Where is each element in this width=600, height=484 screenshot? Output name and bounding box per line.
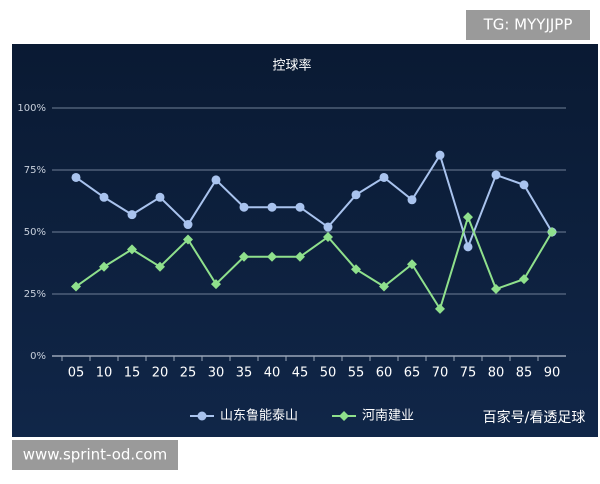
watermark-top: TG: MYYJJPP bbox=[483, 16, 573, 34]
point bbox=[99, 261, 109, 272]
point bbox=[519, 180, 529, 190]
point bbox=[379, 172, 389, 182]
point bbox=[351, 190, 361, 200]
y-tick-label: 25% bbox=[24, 289, 46, 300]
x-tick-label: 20 bbox=[152, 366, 169, 381]
point bbox=[323, 231, 333, 242]
point bbox=[379, 281, 389, 292]
point bbox=[519, 274, 529, 285]
x-tick-label: 25 bbox=[180, 366, 197, 381]
point bbox=[295, 251, 305, 262]
point bbox=[239, 251, 249, 262]
series-line bbox=[75, 214, 553, 312]
point bbox=[407, 195, 417, 205]
point bbox=[267, 202, 277, 212]
point bbox=[295, 202, 305, 212]
y-tick-label: 50% bbox=[24, 227, 46, 238]
x-tick-label: 15 bbox=[124, 366, 141, 381]
watermark-bottom: www.sprint-od.com bbox=[23, 446, 167, 464]
point bbox=[71, 172, 81, 182]
point bbox=[491, 170, 501, 180]
y-tick-label: 100% bbox=[17, 103, 46, 114]
point bbox=[239, 202, 249, 212]
x-tick-label: 40 bbox=[264, 366, 281, 381]
point bbox=[267, 251, 277, 262]
point bbox=[127, 244, 137, 255]
watermark-source: 百家号/看透足球 bbox=[483, 409, 586, 426]
y-tick-label: 0% bbox=[30, 351, 46, 362]
x-tick-label: 60 bbox=[376, 366, 393, 381]
x-tick-label: 80 bbox=[488, 366, 505, 381]
x-tick-label: 75 bbox=[460, 366, 477, 381]
x-tick-label: 35 bbox=[236, 366, 253, 381]
x-tick-label: 65 bbox=[404, 366, 421, 381]
point bbox=[71, 281, 81, 292]
watermark-box bbox=[12, 440, 178, 470]
chart-panel bbox=[12, 44, 598, 437]
x-tick-label: 30 bbox=[208, 366, 225, 381]
point bbox=[435, 303, 445, 314]
point bbox=[547, 227, 557, 237]
chart-title: 控球率 bbox=[272, 58, 311, 74]
legend-label: 河南建业 bbox=[362, 408, 414, 424]
point bbox=[155, 192, 165, 202]
point bbox=[183, 234, 193, 245]
x-tick-label: 55 bbox=[348, 366, 365, 381]
x-tick-label: 50 bbox=[320, 366, 337, 381]
point bbox=[211, 175, 221, 185]
point bbox=[491, 284, 501, 295]
x-tick-label: 70 bbox=[432, 366, 449, 381]
point bbox=[435, 150, 445, 160]
point bbox=[183, 220, 193, 230]
point bbox=[463, 242, 473, 252]
point bbox=[463, 212, 473, 223]
legend-label: 山东鲁能泰山 bbox=[220, 409, 298, 424]
x-tick-label: 05 bbox=[68, 366, 85, 381]
x-tick-label: 90 bbox=[544, 366, 561, 381]
point bbox=[339, 411, 350, 421]
series-line bbox=[75, 152, 553, 250]
point bbox=[99, 192, 109, 202]
x-tick-label: 10 bbox=[96, 366, 113, 381]
point bbox=[407, 259, 417, 270]
point bbox=[197, 411, 207, 421]
point bbox=[127, 210, 137, 220]
point bbox=[155, 261, 165, 272]
x-tick-label: 45 bbox=[292, 366, 309, 381]
watermark-box bbox=[466, 10, 590, 40]
point bbox=[351, 264, 361, 275]
y-tick-label: 75% bbox=[24, 165, 46, 176]
x-tick-label: 85 bbox=[516, 366, 533, 381]
point bbox=[323, 222, 333, 232]
point bbox=[211, 279, 221, 290]
